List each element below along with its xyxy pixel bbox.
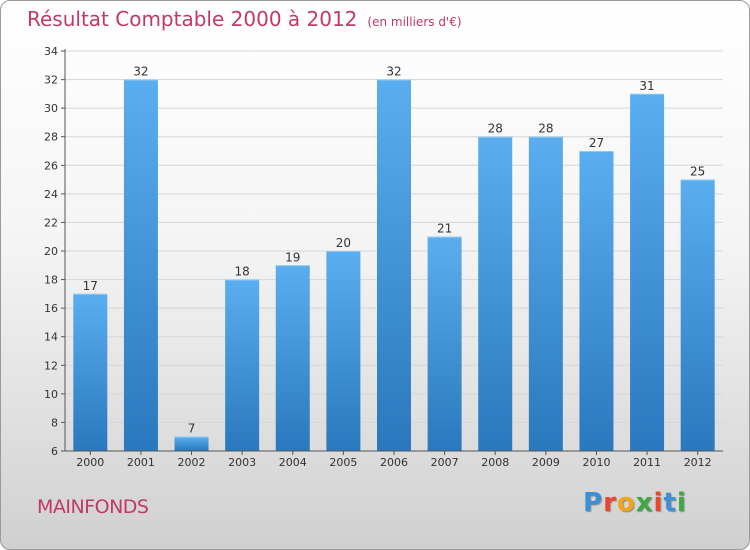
y-tick-label: 6 [51, 445, 58, 458]
bar [225, 279, 260, 451]
y-tick-label: 26 [44, 159, 58, 172]
x-tick-label: 2000 [76, 456, 104, 469]
y-tick-label: 8 [51, 416, 58, 429]
y-tick-label: 20 [44, 245, 58, 258]
data-label: 31 [639, 79, 654, 93]
data-label: 28 [488, 122, 503, 136]
x-tick-label: 2007 [431, 456, 459, 469]
data-label: 32 [386, 65, 401, 79]
logo-letter: P [583, 488, 604, 518]
data-label: 18 [235, 265, 250, 279]
proxiti-logo: Proxiti [583, 488, 687, 518]
bar-highlight [123, 79, 158, 81]
bar-highlight [73, 293, 108, 295]
y-tick-label: 22 [44, 216, 58, 229]
x-tick-label: 2011 [633, 456, 661, 469]
data-label: 20 [336, 236, 351, 250]
bar [427, 236, 462, 451]
bar [73, 293, 108, 451]
x-tick-label: 2004 [279, 456, 307, 469]
chart-title: Résultat Comptable 2000 à 2012 [27, 7, 358, 31]
y-tick-label: 14 [44, 331, 58, 344]
y-tick-label: 18 [44, 274, 58, 287]
bar-highlight [377, 79, 411, 81]
bar-highlight [478, 136, 513, 138]
bar-highlight [326, 251, 361, 252]
bar [377, 79, 411, 452]
bar-layer: 17 32 7 18 19 20 32 21 28 28 27 31 25 [73, 65, 715, 452]
logo-letter: i [653, 488, 664, 518]
bar-highlight [579, 151, 614, 152]
y-tick-label: 16 [44, 302, 58, 315]
x-tick-label: 2003 [228, 456, 256, 469]
x-tick-label: 2010 [582, 456, 610, 469]
y-tick-label: 34 [44, 45, 58, 58]
bar [478, 136, 513, 451]
logo-letter: x [635, 488, 654, 518]
data-label: 25 [690, 165, 705, 179]
bar-highlight [630, 93, 665, 95]
bar [630, 93, 665, 451]
bar [579, 151, 614, 451]
chart-title-block: Résultat Comptable 2000 à 2012 (en millie… [27, 7, 462, 31]
data-label: 27 [589, 136, 604, 150]
bar [174, 436, 209, 451]
y-tick-label: 30 [44, 102, 58, 115]
commune-name: MAINFONDS [37, 496, 149, 518]
data-label: 32 [133, 65, 148, 79]
y-tick-label: 32 [44, 74, 58, 87]
bar [528, 136, 563, 451]
chart-subtitle: (en milliers d'€) [367, 15, 462, 29]
bar-highlight [528, 136, 563, 138]
bar-highlight [275, 265, 310, 267]
y-tick-label: 12 [44, 359, 58, 372]
y-tick-label: 28 [44, 131, 58, 144]
logo-letter: r [603, 488, 617, 518]
bar [326, 251, 361, 451]
logo-letter: t [663, 488, 677, 518]
x-tick-label: 2008 [481, 456, 509, 469]
y-tick-label: 10 [44, 388, 58, 401]
bar-highlight [680, 179, 715, 181]
logo-letter: i [676, 488, 687, 518]
bar-highlight [225, 279, 260, 281]
x-tick-label: 2001 [127, 456, 155, 469]
bar-highlight [427, 236, 462, 238]
bar-highlight [174, 436, 209, 438]
x-tick-label: 2005 [329, 456, 357, 469]
data-label: 7 [188, 422, 196, 436]
data-label: 21 [437, 222, 452, 236]
axis-layer: 6 8 10 12 14 16 18 20 22 24 26 28 30 32 34 2000 2001 2002… [44, 45, 723, 469]
logo-letter: o [616, 488, 636, 518]
x-tick-label: 2009 [532, 456, 560, 469]
x-tick-label: 2006 [380, 456, 408, 469]
data-label: 17 [83, 279, 98, 293]
data-label: 28 [538, 122, 553, 136]
x-tick-label: 2002 [178, 456, 206, 469]
bar [680, 179, 715, 452]
data-label: 19 [285, 250, 300, 264]
bar [123, 79, 158, 452]
y-tick-label: 24 [44, 188, 58, 201]
x-tick-label: 2012 [684, 456, 712, 469]
bar [275, 265, 310, 451]
